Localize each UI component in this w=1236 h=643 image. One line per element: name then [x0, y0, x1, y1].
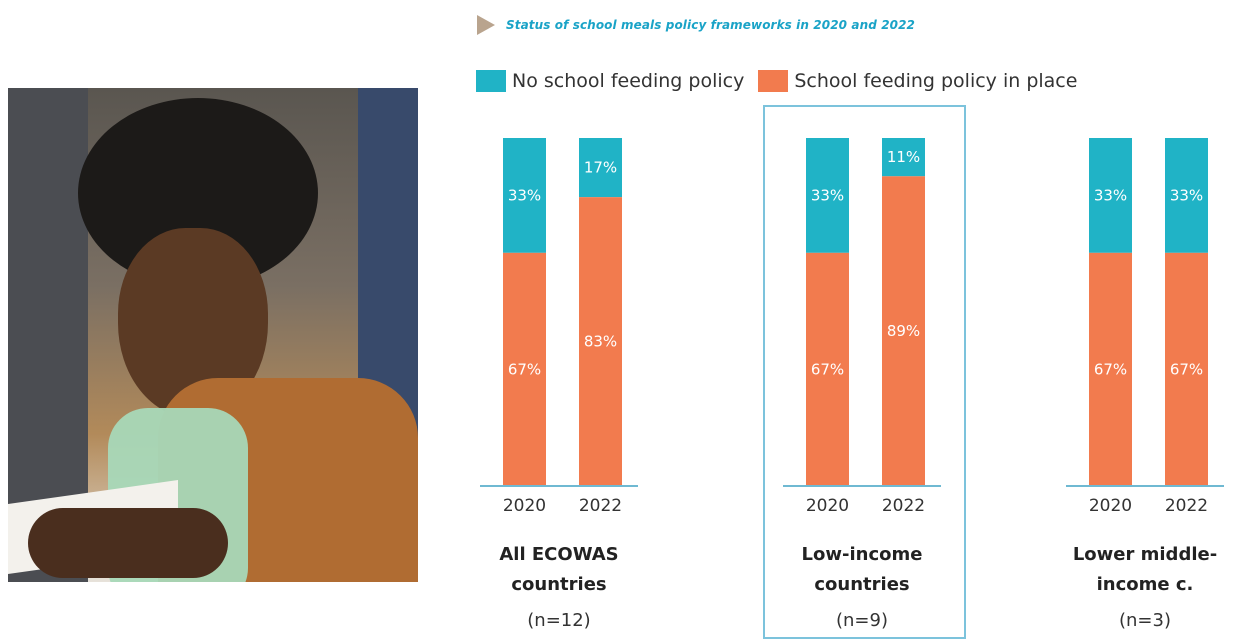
group-n-label-0: (n=12): [527, 610, 590, 631]
group-name-1-1: countries: [814, 574, 909, 595]
bar-no-policy-0-1: [579, 138, 622, 198]
legend-swatch-no-policy: [476, 70, 506, 92]
legend-item-no-policy: No school feeding policy: [476, 70, 744, 92]
x-tick-label-2-0: 2020: [1089, 496, 1132, 516]
chart-title: Status of school meals policy frameworks…: [506, 18, 915, 32]
bar-no-policy-0-0: [503, 138, 546, 253]
bar-label-policy-1-1: 89%: [887, 322, 920, 340]
legend-item-policy: School feeding policy in place: [758, 70, 1077, 92]
bar-no-policy-1-0: [806, 138, 849, 253]
legend-label-no-policy: No school feeding policy: [512, 70, 745, 92]
bar-policy-1-0: [806, 252, 849, 486]
x-tick-label-0-0: 2020: [503, 496, 546, 516]
bar-policy-0-1: [579, 197, 622, 486]
bar-label-policy-0-1: 83%: [584, 333, 617, 351]
bar-label-policy-2-1: 67%: [1170, 360, 1203, 378]
group-name-0-1: countries: [511, 574, 606, 595]
legend: No school feeding policy School feeding …: [476, 70, 1091, 92]
bar-label-policy-2-0: 67%: [1094, 360, 1127, 378]
bar-label-no-policy-0-1: 17%: [584, 159, 617, 177]
bar-policy-2-0: [1089, 252, 1132, 486]
group-name-2-1: income c.: [1097, 574, 1194, 595]
legend-label-policy: School feeding policy in place: [794, 70, 1078, 92]
group-name-1-0: Low-income: [802, 544, 923, 565]
x-tick-label-1-0: 2020: [806, 496, 849, 516]
x-tick-label-2-1: 2022: [1165, 496, 1208, 516]
woman-writing-photo: [8, 88, 418, 582]
group-name-0-0: All ECOWAS: [499, 544, 618, 565]
bar-no-policy-2-1: [1165, 138, 1208, 253]
title-arrow-icon: [477, 15, 495, 35]
bar-no-policy-2-0: [1089, 138, 1132, 253]
highlight-box: [763, 105, 966, 639]
x-tick-label-1-1: 2022: [882, 496, 925, 516]
x-tick-label-0-1: 2022: [579, 496, 622, 516]
bar-policy-1-1: [882, 176, 925, 486]
group-n-label-1: (n=9): [836, 610, 888, 631]
bar-label-no-policy-0-0: 33%: [508, 186, 541, 204]
bar-policy-2-1: [1165, 252, 1208, 486]
group-n-label-2: (n=3): [1119, 610, 1171, 631]
legend-swatch-policy: [758, 70, 789, 92]
bar-label-no-policy-1-1: 11%: [887, 148, 920, 166]
bar-label-no-policy-2-0: 33%: [1094, 186, 1127, 204]
group-name-2-0: Lower middle-: [1073, 544, 1217, 565]
photo-arm: [28, 508, 228, 578]
bar-label-policy-1-0: 67%: [811, 360, 844, 378]
bar-label-no-policy-1-0: 33%: [811, 186, 844, 204]
bar-label-no-policy-2-1: 33%: [1170, 186, 1203, 204]
bar-policy-0-0: [503, 252, 546, 486]
bar-no-policy-1-1: [882, 138, 925, 177]
bar-label-policy-0-0: 67%: [508, 360, 541, 378]
